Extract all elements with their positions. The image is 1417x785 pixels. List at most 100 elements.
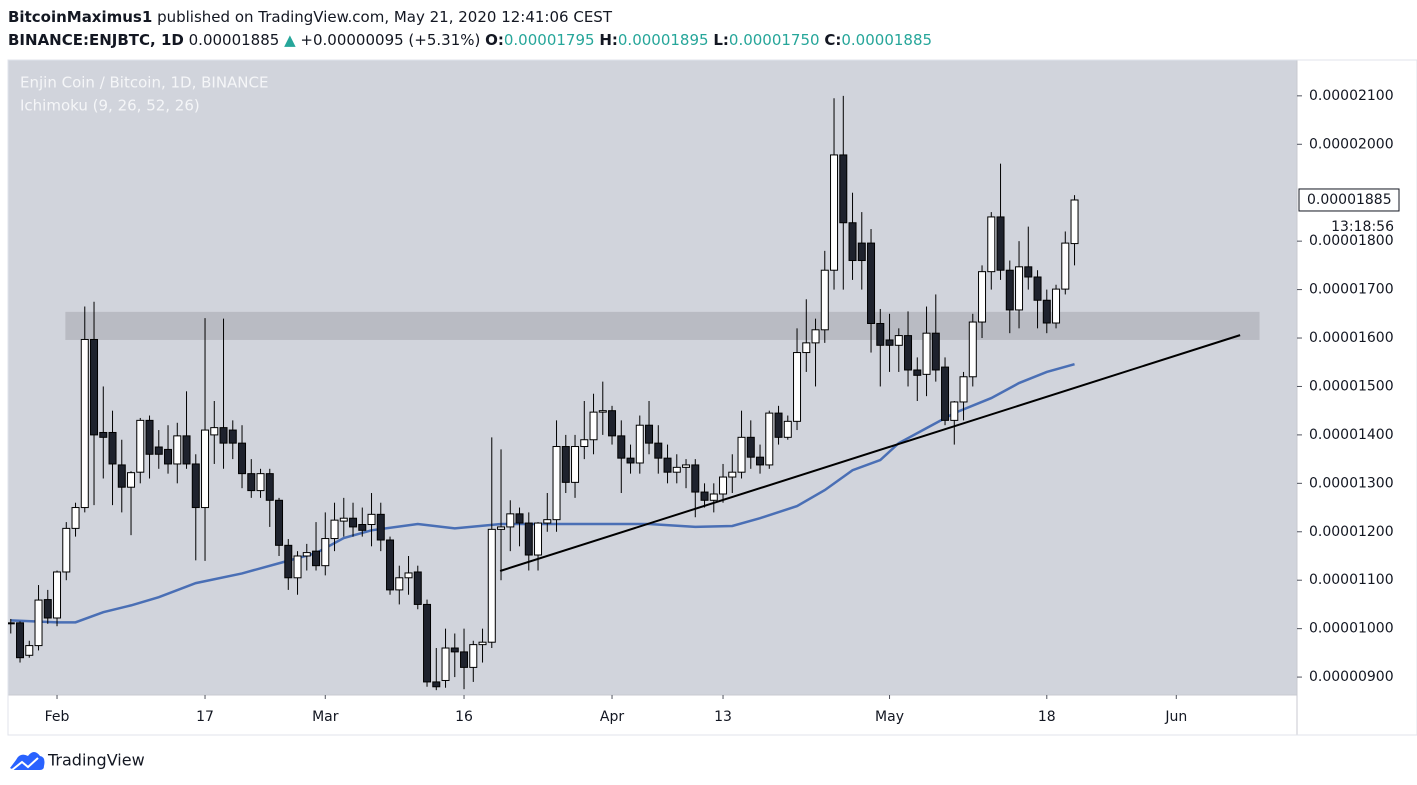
x-tick-label: 13 xyxy=(714,709,732,725)
candle-body xyxy=(247,473,256,492)
candle-body xyxy=(756,456,765,466)
indicator-line xyxy=(10,362,1075,624)
arrow: ▲ xyxy=(284,31,296,49)
candle-body xyxy=(626,457,635,464)
trend-line xyxy=(499,334,1241,572)
change: +0.00000095 (+5.31%) xyxy=(300,31,481,49)
candle-body xyxy=(867,242,876,324)
candle-body xyxy=(191,463,200,509)
x-tick-label: 18 xyxy=(1038,709,1056,725)
y-tick-label: 0.00001600 xyxy=(1309,330,1394,346)
candle-body xyxy=(848,222,857,262)
candle-body xyxy=(71,507,80,529)
candle-body xyxy=(34,599,43,647)
candle-body xyxy=(469,644,478,668)
candle-body xyxy=(1015,266,1024,311)
candle-body xyxy=(663,457,672,473)
candle-body xyxy=(1052,288,1061,324)
ohlc-value: 0.00001750 xyxy=(728,31,820,49)
candle-body xyxy=(302,552,311,557)
candle-body xyxy=(16,622,25,659)
author: BitcoinMaximus1 xyxy=(8,8,153,26)
candle-body xyxy=(136,419,145,473)
candle-body xyxy=(90,338,99,436)
candle-body xyxy=(228,429,237,444)
candle-body xyxy=(154,446,163,455)
x-tick-label: Jun xyxy=(1164,709,1187,725)
ohlc-label: H: xyxy=(599,31,618,49)
last-price-box xyxy=(1298,188,1400,212)
candle-body xyxy=(275,499,284,546)
candle-body xyxy=(654,442,663,459)
candle-body xyxy=(802,342,811,354)
x-tick-label: Feb xyxy=(45,709,70,725)
candle-body xyxy=(857,242,866,262)
candle-body xyxy=(284,544,293,579)
candle-body xyxy=(534,522,543,556)
candle-body xyxy=(386,539,395,591)
candle-body xyxy=(432,681,441,688)
candle-body xyxy=(913,369,922,376)
candle-body xyxy=(728,471,737,478)
candle-body xyxy=(524,522,533,556)
plot-background xyxy=(8,60,1297,695)
candle-body xyxy=(672,466,681,473)
candle-body xyxy=(450,647,459,653)
candle-body xyxy=(321,538,330,567)
candle-body xyxy=(589,411,598,441)
candle-body xyxy=(413,571,422,605)
x-tick-label: Apr xyxy=(600,709,624,725)
candle-body xyxy=(1024,266,1033,278)
candle-body xyxy=(959,376,968,403)
candle-body xyxy=(876,322,885,346)
candle-body xyxy=(996,216,1005,271)
y-tick-label: 0.00001100 xyxy=(1309,572,1394,588)
candle-body xyxy=(978,271,987,323)
y-tick-label: 0.00002100 xyxy=(1309,88,1394,104)
candle-body xyxy=(885,339,894,346)
candle-body xyxy=(941,366,950,421)
frame xyxy=(7,59,1417,736)
candle-body xyxy=(395,577,404,591)
candle-body xyxy=(1033,276,1042,301)
symbol: BINANCE:ENJBTC, 1D xyxy=(8,31,184,49)
candle-body xyxy=(117,464,126,488)
candle-body xyxy=(376,513,385,541)
candle-body xyxy=(358,524,367,531)
logo xyxy=(10,752,45,771)
candle-body xyxy=(108,431,117,465)
candle-body xyxy=(617,435,626,459)
candle-body xyxy=(811,329,820,344)
candle-body xyxy=(293,555,302,579)
candle-body xyxy=(367,513,376,526)
candle-body xyxy=(580,439,589,448)
y-tick-label: 0.00001200 xyxy=(1309,524,1394,540)
candle-body xyxy=(423,603,432,683)
candle-body xyxy=(312,550,321,567)
candle-body xyxy=(783,420,792,438)
published: published on TradingView.com, May 21, 20… xyxy=(157,8,612,26)
candle-body xyxy=(506,513,515,528)
price: 0.00001885 xyxy=(188,31,280,49)
zone xyxy=(65,311,1260,340)
candle-body xyxy=(968,321,977,378)
candle-body xyxy=(145,419,154,455)
last-price-label: 0.00001885 xyxy=(1307,192,1392,208)
brand: TradingView xyxy=(47,751,145,770)
ohlc-value: 0.00001885 xyxy=(841,31,933,49)
x-tick-label: 17 xyxy=(196,709,214,725)
candle-body xyxy=(127,472,136,488)
candle-body xyxy=(1005,269,1014,311)
candle-body xyxy=(793,352,802,422)
candle-body xyxy=(691,464,700,493)
candle-body xyxy=(330,519,339,540)
candle-body xyxy=(182,435,191,465)
legend-entry: Ichimoku (9, 26, 52, 26) xyxy=(20,97,200,115)
candle-body xyxy=(765,412,774,466)
y-tick-label: 0.00001800 xyxy=(1309,233,1394,249)
candle-body xyxy=(1042,299,1051,324)
candle-body xyxy=(256,473,265,492)
candle-body xyxy=(543,519,552,524)
candle-body xyxy=(571,446,580,483)
